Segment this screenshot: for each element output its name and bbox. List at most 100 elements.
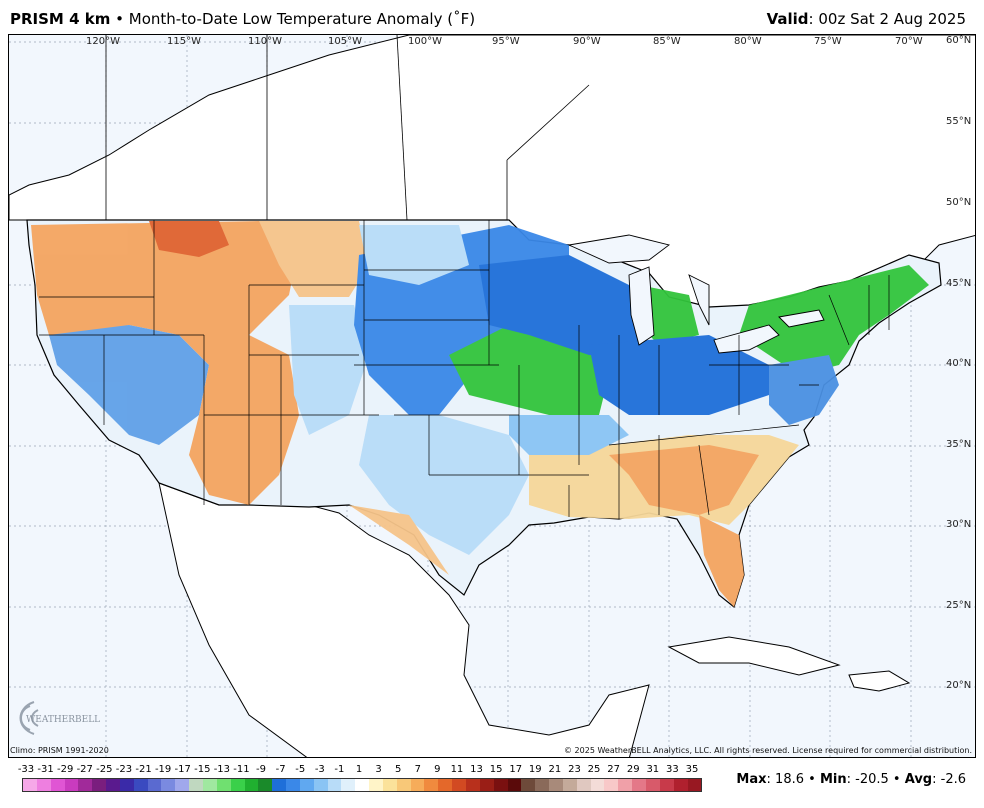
header: PRISM 4 km • Month-to-Date Low Temperatu… [0,0,984,34]
legend-swatch [36,779,51,791]
legend-swatch [604,779,619,791]
copyright-credit: © 2025 WeatherBELL Analytics, LLC. All r… [564,746,972,755]
legend-tick: -25 [96,764,113,775]
legend-swatch [106,779,120,791]
lat-label: 55°N [946,116,972,127]
stats-sep: • [808,772,816,787]
legend-swatch [618,779,633,791]
legend-swatch [78,779,93,791]
legend-swatch [341,779,356,791]
min-value: : -20.5 [846,772,889,787]
province-borders [105,35,590,221]
great-lakes [567,234,825,354]
lat-label: 20°N [946,680,972,691]
legend-swatch [493,779,508,791]
lat-label: 50°N [946,197,972,208]
legend-tick: -23 [115,764,133,775]
legend-swatch [272,779,287,791]
legend-swatch [286,779,300,791]
legend-swatch [119,779,134,791]
legend-swatch [64,779,79,791]
map-title: PRISM 4 km • Month-to-Date Low Temperatu… [10,10,475,28]
legend-swatch [687,779,702,791]
legend-swatch [562,779,577,791]
stats-summary: Max: 18.6 • Min: -20.5 • Avg: -2.6 [736,772,966,787]
legend-tick: -19 [154,764,172,775]
legend-tick: -27 [76,764,93,775]
lon-label: 95°W [492,36,520,47]
lon-label: 75°W [814,36,842,47]
legend-swatch [189,779,203,791]
lat-label: 40°N [946,358,972,369]
legend-tick: -31 [37,764,54,775]
legend-tick: 11 [450,764,464,775]
legend-swatch [161,779,176,791]
legend-tick: -13 [213,764,231,775]
lat-label: 45°N [946,278,972,289]
map-panel[interactable] [8,34,976,758]
legend-tick: 9 [434,764,441,775]
legend-swatch [244,779,259,791]
legend-tick: -3 [314,764,325,775]
lat-label: 35°N [946,439,972,450]
legend-tick: 29 [626,764,640,775]
hispaniola-land [848,670,911,692]
legend-swatch [576,779,591,791]
legend-swatch [216,779,231,791]
legend-swatch [452,779,466,791]
stats-sep: • [892,772,901,787]
legend-tick: -5 [295,764,306,775]
max-label: Max [736,772,767,787]
anomaly-map [9,35,975,757]
legend-swatch [521,779,536,791]
legend-tick: 7 [414,764,421,775]
legend-swatch [313,779,328,791]
legend-tick: 35 [685,764,699,775]
legend-tick: 21 [548,764,562,775]
legend-swatch [299,779,314,791]
legend-tick: 13 [470,764,483,775]
legend-swatch [507,779,522,791]
legend-tick: -11 [233,764,250,775]
legend-swatch [355,779,370,791]
legend-tick: 1 [355,764,363,775]
legend-tick: 17 [509,764,523,775]
valid-time: Valid: 00z Sat 2 Aug 2025 [767,10,966,28]
legend-swatch [479,779,494,791]
legend-swatch [673,779,688,791]
lon-label: 70°W [895,36,923,47]
legend-swatch [92,779,107,791]
lon-label: 90°W [573,36,601,47]
legend-swatch [382,779,397,791]
avg-label: Avg [904,772,933,787]
valid-value: : 00z Sat 2 Aug 2025 [808,10,966,28]
legend-swatch [175,779,190,791]
lon-label: 110°W [248,36,282,47]
climo-credit: Climo: PRISM 1991-2020 [10,746,109,755]
legend-swatch [230,779,245,791]
max-value: : 18.6 [766,772,804,787]
valid-label: Valid [766,10,809,28]
legend-tick: 31 [646,764,660,775]
logo-text: WEATHERBELL [26,715,100,725]
product-name: Month-to-Date Low Temperature Anomaly (˚… [128,10,476,28]
legend-swatch [202,779,217,791]
legend-swatch [466,779,480,791]
title-bullet: • [115,10,124,28]
legend-swatch [424,779,439,791]
legend-tick: 23 [568,764,581,775]
anomaly-fields [31,221,929,607]
legend-tick: 5 [394,764,402,775]
avg-value: : -2.6 [932,772,966,787]
legend-swatch [659,779,674,791]
legend-swatch [632,779,646,791]
legend-tick: -33 [17,764,35,775]
lon-label: 115°W [167,36,201,47]
legend-tick: -1 [334,764,345,775]
legend-ticks: -33 -31 -29 -27 -25 -23 -21 -19 -17 -15 -13 -11 -9 -7… [18,764,702,778]
lat-label: 60°N [946,35,972,46]
legend-tick: 33 [666,764,679,775]
legend-tick: 19 [528,764,542,775]
legend-tick: -7 [275,764,286,775]
weatherbell-logo: WEATHERBELL [19,701,100,735]
